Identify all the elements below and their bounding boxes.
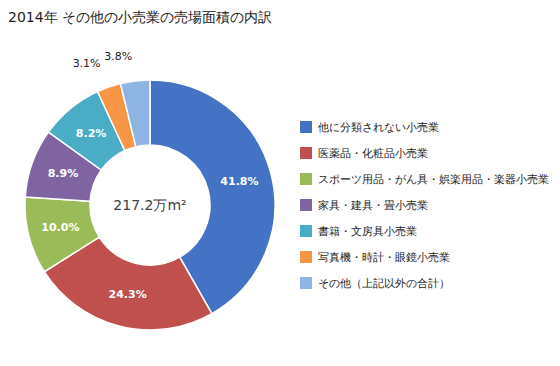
legend-swatch (300, 147, 312, 159)
data-label: 8.2% (76, 127, 107, 140)
data-labels: 41.8% 24.3% 10.0% 8.9% 8.2% 3.1%3.8% (41, 50, 258, 302)
legend-label: 他に分類されない小売業 (318, 121, 439, 134)
slice (120, 80, 150, 147)
data-label: 3.8% (104, 50, 132, 63)
legend-swatch (300, 199, 312, 211)
title: 2014年 その他の小売業の売場面積の内訳 (8, 9, 272, 25)
legend-item: 写真機・時計・眼鏡小売業 (300, 251, 450, 264)
slice (25, 197, 99, 272)
donut (25, 80, 275, 330)
data-label: 10.0% (41, 221, 79, 234)
legend-item: スポーツ用品・がん具・娯楽用品・楽器小売業 (300, 173, 549, 186)
legend-item: 医薬品・化粧品小売業 (300, 147, 428, 160)
legend-label: 医薬品・化粧品小売業 (318, 147, 428, 160)
legend: 他に分類されない小売業医薬品・化粧品小売業スポーツ用品・がん具・娯楽用品・楽器小… (300, 121, 549, 290)
data-label: 41.8% (220, 175, 258, 188)
legend-swatch (300, 173, 312, 185)
legend-item: その他（上記以外の合計） (300, 277, 450, 290)
legend-swatch (300, 251, 312, 263)
legend-label: 写真機・時計・眼鏡小売業 (318, 251, 450, 264)
data-label: 8.9% (48, 167, 79, 180)
legend-item: 家具・建具・畳小売業 (300, 199, 428, 212)
legend-label: その他（上記以外の合計） (318, 277, 450, 290)
center-text: 217.2万m² (113, 197, 186, 213)
data-label: 24.3% (108, 288, 146, 301)
legend-swatch (300, 225, 312, 237)
legend-swatch (300, 277, 312, 289)
legend-label: 家具・建具・畳小売業 (318, 199, 428, 212)
legend-label: 書籍・文房具小売業 (318, 225, 417, 238)
chart: 2014年 その他の小売業の売場面積の内訳 41.8% 24.3% 10.0% 8.9%… (0, 0, 560, 366)
legend-item: 他に分類されない小売業 (300, 121, 439, 134)
legend-swatch (300, 121, 312, 133)
legend-item: 書籍・文房具小売業 (300, 225, 417, 238)
legend-label: スポーツ用品・がん具・娯楽用品・楽器小売業 (318, 173, 549, 186)
data-label: 3.1% (73, 57, 101, 70)
